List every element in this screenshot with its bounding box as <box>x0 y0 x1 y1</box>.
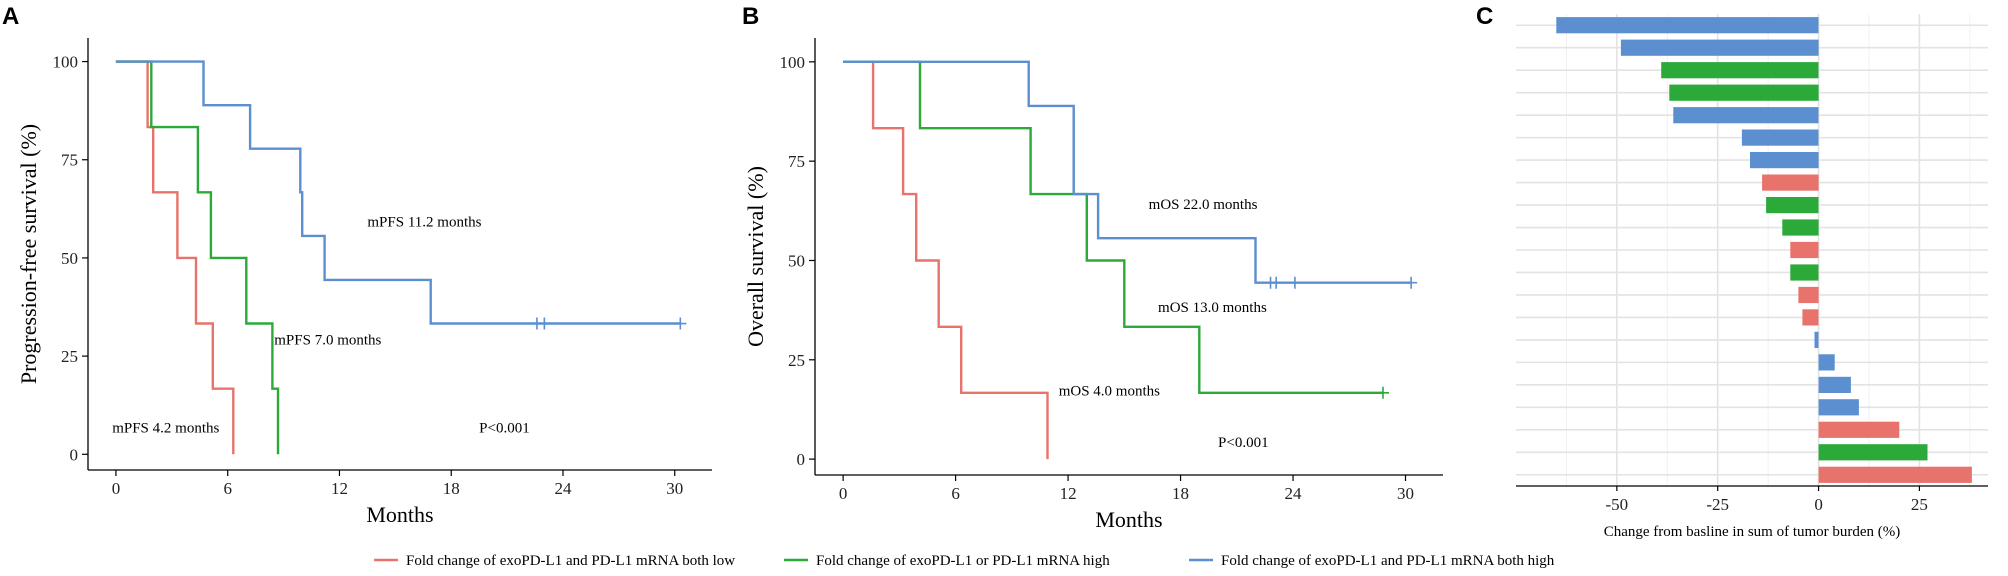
km-curve-series-0 <box>115 60 235 455</box>
median-annotation: mOS 13.0 months <box>1158 300 1267 316</box>
panel-a-km-pfs: A 0 25 50 75 100 0 6 12 18 24 30 Months Progression-… <box>2 3 712 527</box>
waterfall-bar <box>1814 331 1819 348</box>
y-axis-title: Overall survival (%) <box>743 166 768 347</box>
panel-c-waterfall: C -50 -25 0 25 Change from basline in sum of… <box>1476 3 1988 540</box>
median-annotation: mPFS 7.0 months <box>274 332 381 348</box>
waterfall-bar <box>1798 286 1819 304</box>
waterfall-bar <box>1802 309 1819 326</box>
x-tick-label: 6 <box>223 479 232 498</box>
y-tick-label: 75 <box>788 152 805 171</box>
waterfall-bar <box>1818 444 1928 461</box>
x-tick-label: 24 <box>1285 484 1303 503</box>
x-tick-label: 12 <box>1060 484 1077 503</box>
censor-mark-series-2 <box>674 317 687 330</box>
waterfall-bar <box>1766 197 1819 214</box>
waterfall-bar <box>1669 84 1819 101</box>
km-curve-series-0 <box>843 60 1049 460</box>
censor-mark-series-2 <box>1288 276 1301 289</box>
waterfall-bar <box>1661 62 1819 79</box>
x-axis-title: Months <box>366 502 433 527</box>
y-axis-title: Progression-free survival (%) <box>16 124 41 384</box>
y-tick-label: 0 <box>70 445 79 464</box>
waterfall-bar <box>1620 39 1819 56</box>
legend-label: Fold change of exoPD-L1 and PD-L1 mRNA b… <box>406 553 735 569</box>
censor-mark-series-2 <box>1270 276 1283 289</box>
km-curve-series-2 <box>115 60 681 325</box>
waterfall-bar <box>1782 219 1819 236</box>
x-tick-label: 18 <box>1172 484 1189 503</box>
waterfall-bar <box>1818 399 1859 416</box>
median-annotation: mOS 22.0 months <box>1149 197 1258 213</box>
panel-letter-a: A <box>2 3 19 30</box>
waterfall-bar <box>1750 152 1819 169</box>
legend-label: Fold change of exoPD-L1 and PD-L1 mRNA b… <box>1221 553 1555 569</box>
censor-mark-series-1 <box>1377 386 1390 399</box>
waterfall-bar <box>1741 129 1819 146</box>
waterfall-bar <box>1673 107 1819 124</box>
median-annotation: mPFS 4.2 months <box>112 421 219 437</box>
x-tick-label: 24 <box>554 479 572 498</box>
x-tick-label: 12 <box>331 479 348 498</box>
y-tick-label: 100 <box>780 53 806 72</box>
censor-mark-series-2 <box>1405 276 1418 289</box>
y-tick-label: 25 <box>61 347 78 366</box>
waterfall-bar <box>1790 264 1819 281</box>
x-tick-label: 25 <box>1911 495 1928 514</box>
x-tick-label: 0 <box>839 484 848 503</box>
x-tick-label: 0 <box>112 479 121 498</box>
median-annotation: P<0.001 <box>1218 435 1269 451</box>
y-tick-label: 100 <box>53 53 79 72</box>
y-tick-label: 50 <box>61 249 78 268</box>
waterfall-bar <box>1790 241 1819 259</box>
y-tick-label: 25 <box>788 351 805 370</box>
x-tick-label: 6 <box>951 484 960 503</box>
km-curve-series-1 <box>115 60 280 455</box>
x-tick-label: 18 <box>443 479 460 498</box>
waterfall-bar <box>1818 421 1900 438</box>
x-tick-label: 0 <box>1814 495 1823 514</box>
legend: Fold change of exoPD-L1 and PD-L1 mRNA b… <box>374 553 1555 569</box>
x-axis-title: Months <box>1095 507 1162 532</box>
median-annotation: mPFS 11.2 months <box>367 215 481 231</box>
km-curve-series-1 <box>843 60 1383 394</box>
y-tick-label: 75 <box>61 151 78 170</box>
panel-letter-b: B <box>742 3 759 30</box>
km-curve-series-2 <box>843 60 1412 284</box>
x-axis-title: Change from basline in sum of tumor burd… <box>1604 524 1901 540</box>
censor-mark-series-2 <box>538 317 551 330</box>
panel-letter-c: C <box>1476 3 1493 30</box>
legend-label: Fold change of exoPD-L1 or PD-L1 mRNA hi… <box>816 553 1110 569</box>
waterfall-bar <box>1762 174 1819 191</box>
x-tick-label: 30 <box>666 479 683 498</box>
y-tick-label: 50 <box>788 251 805 270</box>
y-tick-label: 0 <box>797 450 806 469</box>
waterfall-bar <box>1818 376 1851 393</box>
x-tick-label: -50 <box>1606 495 1629 514</box>
x-tick-label: 30 <box>1397 484 1414 503</box>
median-annotation: mOS 4.0 months <box>1059 384 1160 400</box>
waterfall-bar <box>1818 466 1972 483</box>
waterfall-bar <box>1556 17 1819 34</box>
waterfall-bar <box>1818 354 1835 371</box>
x-tick-label: -25 <box>1706 495 1729 514</box>
median-annotation: P<0.001 <box>479 421 530 437</box>
panel-b-km-os: B 0 25 50 75 100 0 6 12 18 24 30 Months Overall surv… <box>742 3 1443 532</box>
